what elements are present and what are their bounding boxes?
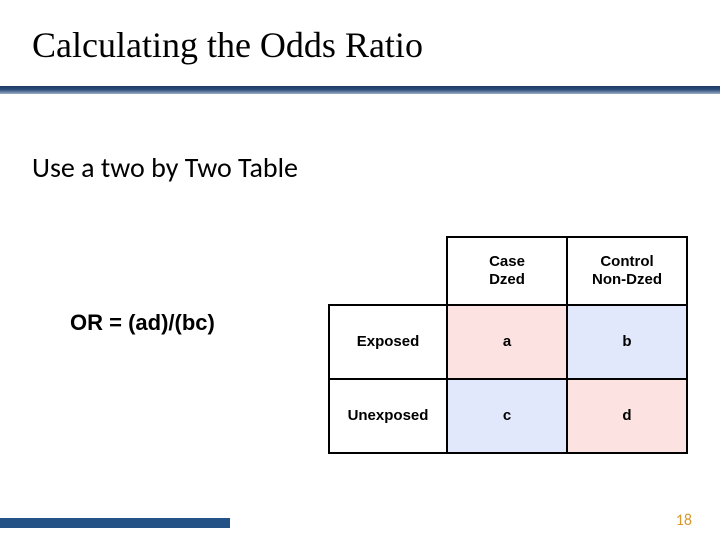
title-underline [0,86,720,94]
cell-b: b [567,305,687,379]
col-header-control-line1: Control [600,253,653,270]
cell-c: c [447,379,567,453]
col-header-case-line2: Dzed [489,271,525,288]
col-header-case: Case Dzed [447,237,567,305]
two-by-two-table: Case Dzed Control Non-Dzed Exposed a b U… [328,236,688,454]
col-header-control: Control Non-Dzed [567,237,687,305]
slide-title: Calculating the Odds Ratio [32,24,423,66]
slide-subtitle: Use a two by Two Table [32,150,298,185]
table-corner-blank [329,237,447,305]
row-header-unexposed: Unexposed [329,379,447,453]
row-header-exposed: Exposed [329,305,447,379]
odds-ratio-formula: OR = (ad)/(bc) [70,310,215,336]
footer-accent-bar [0,518,230,528]
page-number: 18 [676,511,692,530]
col-header-control-line2: Non-Dzed [592,271,662,288]
slide: Calculating the Odds Ratio Use a two by … [0,0,720,540]
cell-d: d [567,379,687,453]
col-header-case-line1: Case [489,253,525,270]
cell-a: a [447,305,567,379]
